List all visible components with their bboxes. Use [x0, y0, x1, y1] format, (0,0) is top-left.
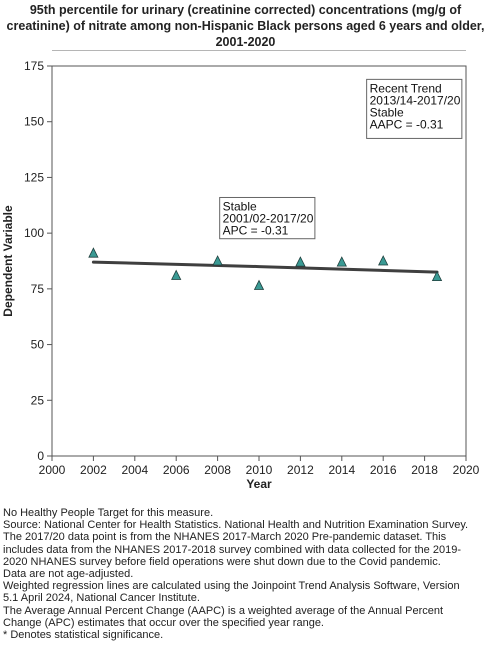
chart-title-line-3: 2001-2020	[215, 35, 276, 49]
chart-title-line-1: 95th percentile for urinary (creatinine …	[29, 3, 462, 17]
y-tick-label: 150	[24, 115, 44, 129]
annotation-text: Recent Trend	[370, 81, 442, 95]
footnote-line: 5.1 April 2024, National Cancer Institut…	[3, 592, 200, 605]
footnote-line: includes data from the NHANES 2017-2018 …	[3, 543, 461, 556]
x-tick-label: 2000	[39, 463, 66, 477]
x-tick-label: 2002	[80, 463, 107, 477]
footnote-line: Weighted regression lines are calculated…	[3, 580, 460, 593]
footnote-line: Source: National Center for Health Stati…	[3, 519, 469, 532]
x-tick-label: 2020	[453, 463, 480, 477]
x-tick-label: 2016	[370, 463, 397, 477]
annotation-box-frame	[219, 196, 316, 240]
x-tick-label: 2018	[411, 463, 438, 477]
chart-title-line-2: creatinine) of nitrate among non-Hispani…	[6, 19, 485, 33]
x-tick-label: 2006	[163, 463, 190, 477]
annotation-text: Stable	[223, 199, 257, 213]
title-separator	[52, 50, 466, 51]
data-point-triangle	[88, 247, 99, 258]
data-point-triangle	[253, 279, 265, 290]
footnotes: No Healthy People Target for this measur…	[3, 507, 489, 641]
annotation-text: 2013/14-2017/20	[370, 93, 461, 107]
y-tick-label: 75	[31, 282, 45, 296]
annotation-text: APC = -0.31	[223, 223, 289, 237]
x-tick-label: 2010	[246, 463, 273, 477]
footnote-line: Data are not age-adjusted.	[3, 568, 134, 581]
data-point-triangle	[378, 255, 389, 266]
y-tick-label: 0	[37, 449, 44, 463]
y-tick-label: 100	[24, 226, 44, 240]
x-tick-label: 2012	[287, 463, 314, 477]
chart-title: 95th percentile for urinary (creatinine …	[0, 2, 491, 50]
footnote-line: 2020 NHANES survey before field operatio…	[3, 555, 441, 568]
y-tick-label: 25	[31, 393, 45, 407]
footnote-line: * Denotes statistical significance.	[3, 629, 164, 642]
x-tick-label: 2014	[328, 463, 355, 477]
footnote-line: The Average Annual Percent Change (AAPC)…	[3, 604, 444, 617]
data-point-triangle	[212, 255, 223, 266]
x-tick-label: 2004	[121, 463, 148, 477]
annotation-box-frame	[366, 78, 463, 139]
y-tick-label: 50	[31, 338, 45, 352]
data-point-triangle	[431, 270, 443, 282]
annotation-text: AAPC = -0.31	[370, 117, 444, 131]
x-tick-label: 2008	[204, 463, 231, 477]
annotation-text: 2001/02-2017/20	[223, 211, 314, 225]
y-tick-label: 175	[24, 59, 44, 73]
data-point-triangle	[295, 256, 306, 267]
data-point-triangle	[336, 256, 347, 267]
annotation-text: Stable	[370, 105, 404, 119]
y-axis-title: Dependent Variable	[1, 205, 15, 317]
footnote-line: Change (APC) estimates that occur over t…	[3, 616, 324, 629]
data-point-triangle	[171, 269, 182, 280]
footnote-line: The 2017/20 data point is from the NHANE…	[3, 531, 447, 544]
x-axis-title: Year	[246, 477, 272, 491]
footnote-line: No Healthy People Target for this measur…	[3, 507, 214, 519]
y-tick-label: 125	[24, 170, 44, 184]
regression-line	[91, 260, 439, 274]
chart-area: 2000 2002 2004 2006 2008 2010 2012 2014 2016 2018…	[1, 59, 480, 491]
